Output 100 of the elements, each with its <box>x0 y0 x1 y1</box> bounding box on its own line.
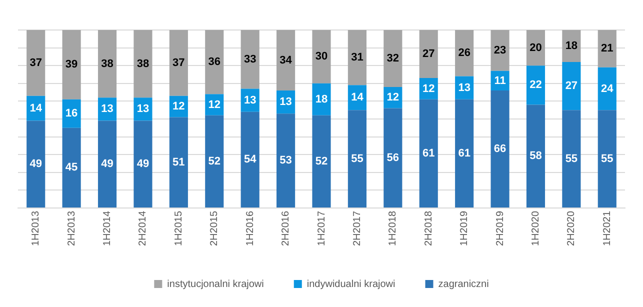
x-tick-label: 1H2013 <box>30 210 42 246</box>
data-label: 16 <box>65 108 78 120</box>
data-label: 51 <box>172 156 185 168</box>
x-tick-label: 2H2017 <box>352 210 363 246</box>
bar <box>598 30 616 68</box>
bar <box>526 104 546 208</box>
bar <box>98 30 117 98</box>
data-label: 32 <box>386 52 400 65</box>
x-tick-label: 2H2020 <box>566 210 578 246</box>
x-tick-label: 2H2016 <box>280 210 292 246</box>
data-label: 55 <box>601 152 614 165</box>
data-label: 13 <box>136 103 150 116</box>
bar <box>205 30 224 94</box>
bar <box>134 98 152 121</box>
bar <box>312 30 331 84</box>
x-tick-label: 1H2017 <box>316 210 328 246</box>
x-tick-label: 1H2019 <box>459 210 470 246</box>
data-label: 11 <box>494 74 506 87</box>
data-label: 18 <box>315 93 328 106</box>
data-label: 39 <box>65 58 78 71</box>
data-label: 66 <box>494 143 506 156</box>
x-tick-label: 2H2014 <box>138 210 149 246</box>
data-label: 55 <box>351 152 364 165</box>
x-tick-label: 2H2015 <box>209 210 220 246</box>
bar <box>526 66 546 105</box>
x-tick-label: 1H2014 <box>102 210 114 246</box>
data-label: 49 <box>30 158 42 170</box>
data-label: 37 <box>30 56 42 69</box>
data-label: 13 <box>280 96 292 108</box>
bar <box>384 30 402 87</box>
bar <box>312 115 331 208</box>
data-label: 37 <box>172 56 185 69</box>
x-tick-label: 1H2021 <box>602 210 613 246</box>
data-label: 38 <box>136 58 150 70</box>
data-label: 55 <box>565 152 578 165</box>
legend-label: instytucjonalni krajowi <box>167 278 264 290</box>
legend-label: indywidualni krajowi <box>306 278 396 290</box>
data-label: 45 <box>65 162 78 174</box>
data-label: 61 <box>422 147 435 160</box>
data-label: 13 <box>458 82 470 94</box>
data-label: 18 <box>565 40 578 52</box>
data-label: 13 <box>244 94 256 106</box>
bar <box>62 128 81 208</box>
legend-label: zagraniczni <box>438 278 489 290</box>
bar <box>205 115 224 208</box>
bar <box>240 30 260 89</box>
bar <box>348 30 366 86</box>
bar <box>384 108 402 208</box>
bar <box>348 110 366 208</box>
x-tick-label: 2H2018 <box>423 210 434 246</box>
bar <box>490 90 510 208</box>
data-label: 26 <box>458 47 470 60</box>
data-label: 12 <box>386 92 400 104</box>
bar <box>598 110 616 208</box>
data-label: 27 <box>422 48 435 60</box>
data-label: 38 <box>101 58 114 70</box>
bar <box>98 120 117 208</box>
data-label: 49 <box>136 158 150 170</box>
data-label: 27 <box>565 80 578 92</box>
data-label: 12 <box>172 100 185 113</box>
bar <box>419 99 438 208</box>
data-label: 12 <box>208 98 221 111</box>
x-tick-label: 1H2015 <box>173 210 184 246</box>
x-tick-label: 1H2018 <box>388 210 399 246</box>
data-label: 14 <box>351 92 364 104</box>
bar <box>455 99 474 208</box>
data-label: 20 <box>530 42 542 54</box>
data-label: 31 <box>351 52 364 64</box>
bar <box>276 114 296 208</box>
x-tick-label: 2H2013 <box>66 210 78 246</box>
bar <box>562 110 581 208</box>
data-label: 13 <box>101 103 114 116</box>
x-tick-label: 1H2020 <box>530 210 542 246</box>
bar <box>312 83 331 116</box>
bar <box>169 117 188 208</box>
data-label: 49 <box>101 158 114 170</box>
bar <box>26 30 46 96</box>
data-label: 21 <box>601 42 614 55</box>
data-label: 54 <box>244 154 258 166</box>
data-label: 58 <box>530 150 542 162</box>
bar <box>455 30 474 76</box>
bar <box>276 30 296 91</box>
bar <box>134 120 152 208</box>
data-label: 23 <box>494 44 506 56</box>
data-label: 14 <box>30 102 43 114</box>
data-label: 52 <box>315 155 328 168</box>
data-label: 24 <box>601 82 614 95</box>
data-label: 34 <box>280 54 293 66</box>
bar <box>62 30 81 100</box>
bar <box>169 30 188 96</box>
bar <box>419 30 438 78</box>
data-label: 56 <box>386 152 400 164</box>
x-tick-label: 2H2019 <box>494 210 506 246</box>
data-label: 12 <box>422 82 435 95</box>
bar <box>598 67 616 110</box>
bar <box>26 120 46 208</box>
bar <box>526 30 546 66</box>
data-label: 52 <box>208 155 221 168</box>
bar <box>490 30 510 71</box>
data-label: 33 <box>244 53 256 66</box>
